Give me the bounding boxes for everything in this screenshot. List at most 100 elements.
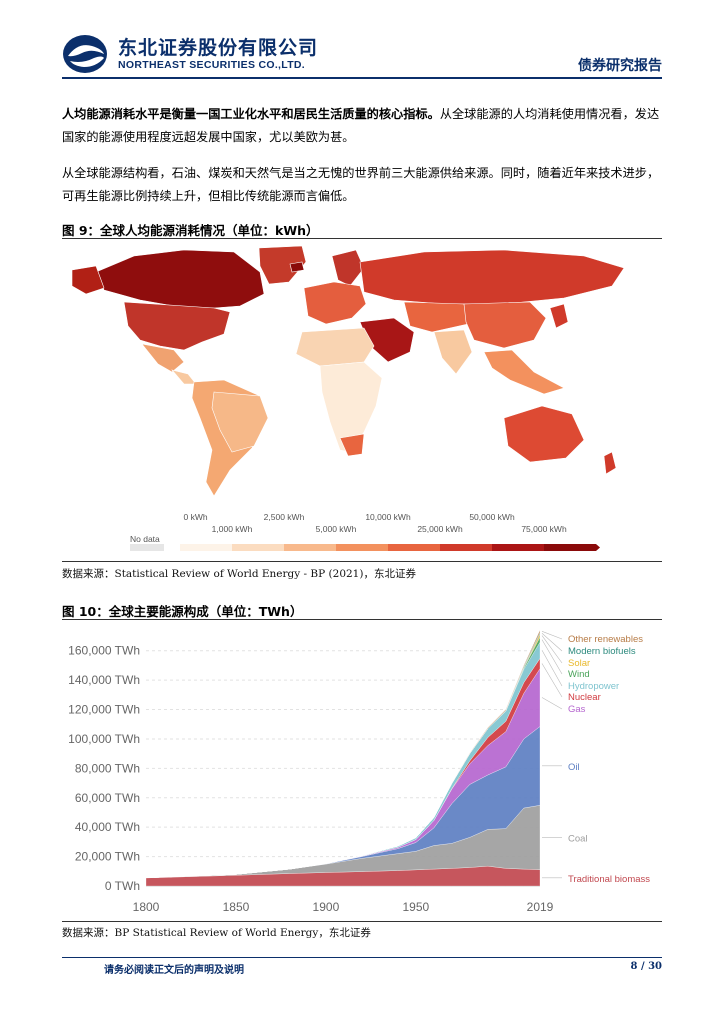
chart-areas <box>145 630 541 887</box>
map-europe <box>303 281 367 325</box>
y-tick-label: 40,000 TWh <box>75 820 140 834</box>
label-leader <box>541 635 563 664</box>
map-canada <box>95 249 265 309</box>
page-number: 8 / 30 <box>630 961 663 972</box>
figure-9-title: 图 9：全球人均能源消耗情况（单位：kWh） <box>62 223 319 238</box>
y-tick-label: 20,000 TWh <box>75 850 140 864</box>
legend-swatch <box>232 544 284 551</box>
label-leader <box>541 663 563 698</box>
legend-swatch <box>440 544 492 551</box>
y-tick-label: 0 TWh <box>105 879 140 893</box>
series-label: Nuclear <box>568 692 601 703</box>
figure-10-title: 图 10：全球主要能源构成（单位：TWh） <box>62 604 303 619</box>
map-legend: No data 0 kWh 2,500 kWh 10,000 kWh 50,000 k… <box>130 512 600 551</box>
chart-x-ticks: 1800 1850 1900 1950 2019 <box>133 900 554 914</box>
legend-bottom-label: 25,000 kWh <box>417 524 463 534</box>
figure-9-top-rule <box>62 238 662 239</box>
series-label: Hydropower <box>568 681 619 692</box>
header-divider <box>62 77 662 79</box>
y-tick-label: 80,000 TWh <box>75 761 140 775</box>
legend-no-data-swatch <box>130 544 164 551</box>
legend-swatch <box>388 544 440 551</box>
map-scandinavia <box>331 249 365 287</box>
map-japan-korea <box>549 303 569 329</box>
y-tick-label: 60,000 TWh <box>75 791 140 805</box>
series-label: Coal <box>568 833 588 844</box>
map-alaska <box>71 265 105 295</box>
map-iceland <box>289 261 305 273</box>
figure-10-source: 数据来源：BP Statistical Review of World Ener… <box>62 927 371 939</box>
footer-disclaimer: 请务必阅读正文后的声明及说明 <box>104 965 244 976</box>
chart-series-labels: Traditional biomass Coal Oil GasNuclearHydr… <box>541 631 650 885</box>
x-tick-label: 1950 <box>403 900 430 914</box>
paragraph-body: 从全球能源的人均消耗使用情况看，发达国家的能源使用程度远超发展中国家，尤以美欧为… <box>62 107 660 144</box>
series-label: Other renewables <box>568 634 643 645</box>
legend-no-data-label: No data <box>130 534 160 544</box>
series-label: Wind <box>568 669 590 680</box>
x-tick-label: 1850 <box>223 900 250 914</box>
map-china <box>463 301 547 349</box>
label-leader <box>541 631 563 640</box>
label-leader <box>541 639 563 675</box>
paragraph-energy-per-capita: 人均能源消耗水平是衡量一国工业化水平和居民生活质量的核心指标。从全球能源的人均消… <box>62 103 662 149</box>
legend-swatch <box>492 544 544 551</box>
paragraph-energy-structure: 从全球能源结构看，石油、煤炭和天然气是当之无愧的世界前三大能源供给来源。同时，随… <box>62 166 660 203</box>
map-australia <box>503 405 585 463</box>
map-greenland <box>258 245 307 285</box>
y-tick-label: 140,000 TWh <box>68 673 140 687</box>
map-mexico <box>141 343 185 373</box>
report-type: 债券研究报告 <box>578 58 662 74</box>
legend-bottom-label: 75,000 kWh <box>521 524 567 534</box>
x-tick-label: 2019 <box>527 900 554 914</box>
legend-swatch <box>180 544 232 551</box>
legend-swatch <box>284 544 336 551</box>
area-other-renewables <box>145 630 541 878</box>
series-label: Gas <box>568 704 586 715</box>
legend-top-label: 2,500 kWh <box>264 512 305 522</box>
world-energy-map <box>71 245 625 497</box>
label-leader <box>541 697 563 710</box>
map-central-asia <box>403 301 469 333</box>
legend-scale <box>180 544 596 551</box>
brand-name-cn: 东北证券股份有限公司 <box>118 37 319 59</box>
label-leader <box>541 650 563 687</box>
company-logo-icon <box>63 35 107 73</box>
energy-mix-area-chart: 0 TWh 20,000 TWh 40,000 TWh 60,000 TWh 80,00… <box>68 630 650 914</box>
legend-top-label: 50,000 kWh <box>469 512 515 522</box>
paragraph-lead: 人均能源消耗水平是衡量一国工业化水平和居民生活质量的核心指标。 <box>62 107 440 121</box>
series-label: Oil <box>568 762 580 773</box>
figure-9-source: 数据来源：Statistical Review of World Energy … <box>62 568 416 580</box>
legend-bottom-label: 5,000 kWh <box>316 524 357 534</box>
series-label: Solar <box>568 658 590 669</box>
legend-top-label: 10,000 kWh <box>365 512 411 522</box>
series-label: Traditional biomass <box>568 874 650 885</box>
label-leader <box>541 633 563 652</box>
legend-labels: 0 kWh 2,500 kWh 10,000 kWh 50,000 kWh 1,000 … <box>184 512 567 534</box>
series-label: Modern biofuels <box>568 646 636 657</box>
y-tick-label: 120,000 TWh <box>68 703 140 717</box>
x-tick-label: 1800 <box>133 900 160 914</box>
footer-divider <box>62 957 662 958</box>
map-russia <box>359 249 625 305</box>
legend-arrow <box>596 544 600 551</box>
map-north-africa <box>295 327 375 367</box>
map-brazil <box>211 391 269 453</box>
figure-10-bottom-rule <box>62 921 662 922</box>
map-new-zealand <box>603 451 617 475</box>
figure-9-bottom-rule <box>62 561 662 562</box>
map-central-america <box>171 369 197 385</box>
y-tick-label: 100,000 TWh <box>68 732 140 746</box>
legend-swatch <box>336 544 388 551</box>
y-tick-label: 160,000 TWh <box>68 644 140 658</box>
brand-name-en: NORTHEAST SECURITIES CO.,LTD. <box>118 59 306 71</box>
map-south-africa <box>339 433 365 457</box>
legend-swatch <box>544 544 596 551</box>
x-tick-label: 1900 <box>313 900 340 914</box>
legend-top-label: 0 kWh <box>184 512 208 522</box>
legend-bottom-label: 1,000 kWh <box>212 524 253 534</box>
chart-y-ticks: 0 TWh 20,000 TWh 40,000 TWh 60,000 TWh 80,00… <box>68 644 140 893</box>
map-india <box>433 329 473 375</box>
map-usa <box>123 301 231 351</box>
figure-10-top-rule <box>62 619 662 620</box>
map-southeast-asia <box>483 349 565 395</box>
